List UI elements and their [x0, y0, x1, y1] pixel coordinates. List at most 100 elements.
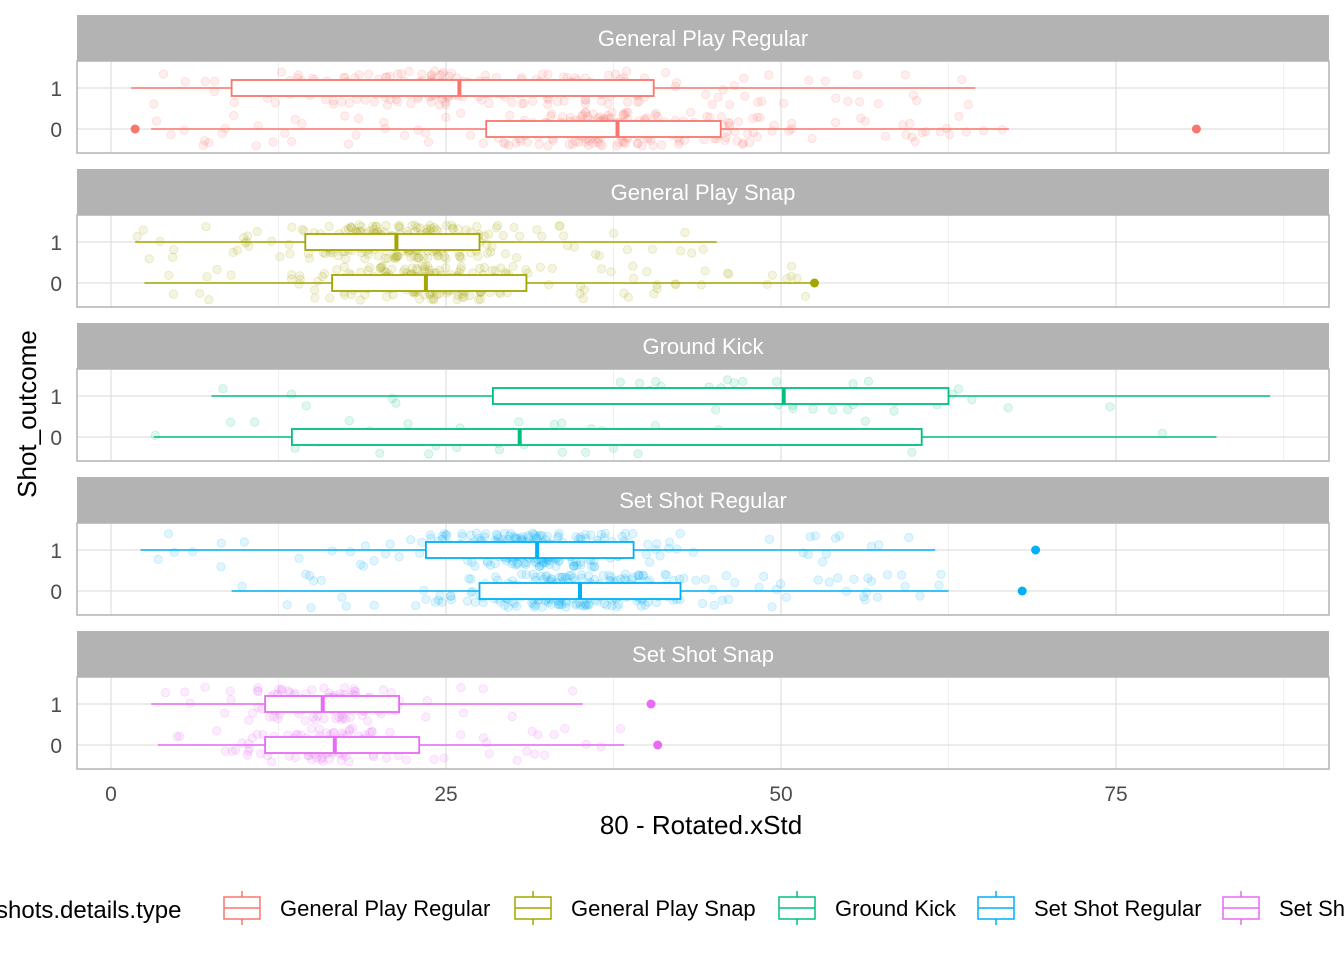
data-point	[237, 738, 247, 748]
data-point	[560, 723, 570, 734]
data-point	[635, 571, 645, 581]
data-point	[239, 537, 249, 547]
data-point	[493, 221, 503, 231]
data-point	[586, 562, 597, 572]
data-point	[571, 600, 581, 610]
data-point	[953, 384, 964, 394]
data-point	[752, 132, 762, 142]
data-point	[423, 137, 434, 147]
data-point	[437, 531, 448, 541]
data-point	[915, 591, 925, 601]
data-point	[506, 528, 516, 539]
data-point	[252, 226, 262, 237]
data-point	[633, 138, 643, 149]
data-point	[448, 224, 458, 234]
data-point	[604, 570, 614, 580]
data-point	[355, 295, 365, 305]
data-point	[204, 295, 214, 305]
data-point	[810, 531, 820, 541]
data-point	[490, 558, 500, 569]
data-point	[306, 724, 317, 734]
data-point	[180, 687, 190, 697]
data-point	[632, 97, 642, 107]
data-point	[448, 223, 458, 233]
data-point	[354, 220, 364, 230]
data-point	[855, 97, 865, 107]
data-point	[843, 404, 853, 415]
data-point	[1157, 428, 1168, 438]
data-point	[412, 265, 422, 275]
legend-label: Set Shot Snap	[1279, 896, 1344, 921]
data-point	[620, 569, 631, 579]
data-point	[393, 97, 403, 107]
data-point	[421, 594, 431, 604]
y-tick-label: 0	[50, 581, 62, 604]
data-point	[596, 96, 607, 106]
data-point	[560, 572, 571, 582]
data-point	[597, 140, 607, 151]
data-point	[371, 221, 382, 231]
data-point	[351, 687, 361, 697]
data-point	[455, 264, 466, 274]
data-point	[824, 577, 834, 587]
legend-label: Ground Kick	[835, 896, 957, 921]
data-point	[378, 685, 388, 695]
data-point	[800, 291, 811, 301]
data-point	[511, 138, 521, 148]
data-point	[834, 531, 845, 541]
data-point	[675, 528, 685, 539]
data-point	[874, 540, 884, 550]
data-point	[270, 98, 280, 108]
data-point	[433, 595, 444, 605]
data-point	[711, 405, 721, 415]
data-point	[445, 591, 456, 601]
data-point	[670, 81, 681, 92]
data-point	[634, 378, 645, 388]
data-point	[872, 592, 883, 602]
data-point	[470, 597, 480, 607]
data-point	[430, 597, 440, 607]
data-point	[569, 561, 579, 571]
data-point	[500, 600, 510, 610]
data-point	[586, 530, 596, 540]
data-point	[672, 544, 682, 554]
data-point	[600, 528, 610, 539]
data-point	[621, 107, 631, 117]
data-point	[817, 557, 828, 567]
data-point	[200, 682, 210, 692]
boxplot	[157, 736, 663, 754]
data-point	[911, 96, 922, 106]
data-point	[313, 276, 323, 286]
data-point	[297, 119, 307, 129]
data-point	[564, 570, 574, 580]
data-point	[997, 125, 1007, 135]
data-point	[307, 755, 317, 765]
data-point	[575, 289, 585, 299]
boxplot-box	[424, 541, 635, 559]
data-point	[607, 107, 617, 117]
data-point	[367, 726, 377, 737]
data-point	[957, 75, 967, 85]
data-point	[828, 405, 838, 415]
data-point	[537, 531, 547, 541]
y-tick-label: 1	[50, 78, 62, 101]
data-point	[266, 757, 277, 767]
data-point	[572, 560, 582, 571]
data-point	[470, 561, 480, 571]
facet-strip	[77, 15, 1329, 61]
data-point	[944, 129, 955, 140]
data-point	[866, 541, 877, 551]
data-point	[500, 249, 511, 259]
data-point	[331, 713, 341, 724]
facet-strip	[77, 631, 1329, 677]
data-point	[169, 245, 179, 255]
data-point	[967, 395, 977, 405]
data-point	[485, 560, 496, 570]
data-point	[465, 130, 476, 140]
panel-border	[76, 522, 1330, 616]
data-point	[227, 746, 237, 756]
data-point	[858, 592, 869, 602]
data-point	[301, 569, 311, 580]
data-point	[412, 253, 422, 263]
data-point	[441, 530, 452, 540]
